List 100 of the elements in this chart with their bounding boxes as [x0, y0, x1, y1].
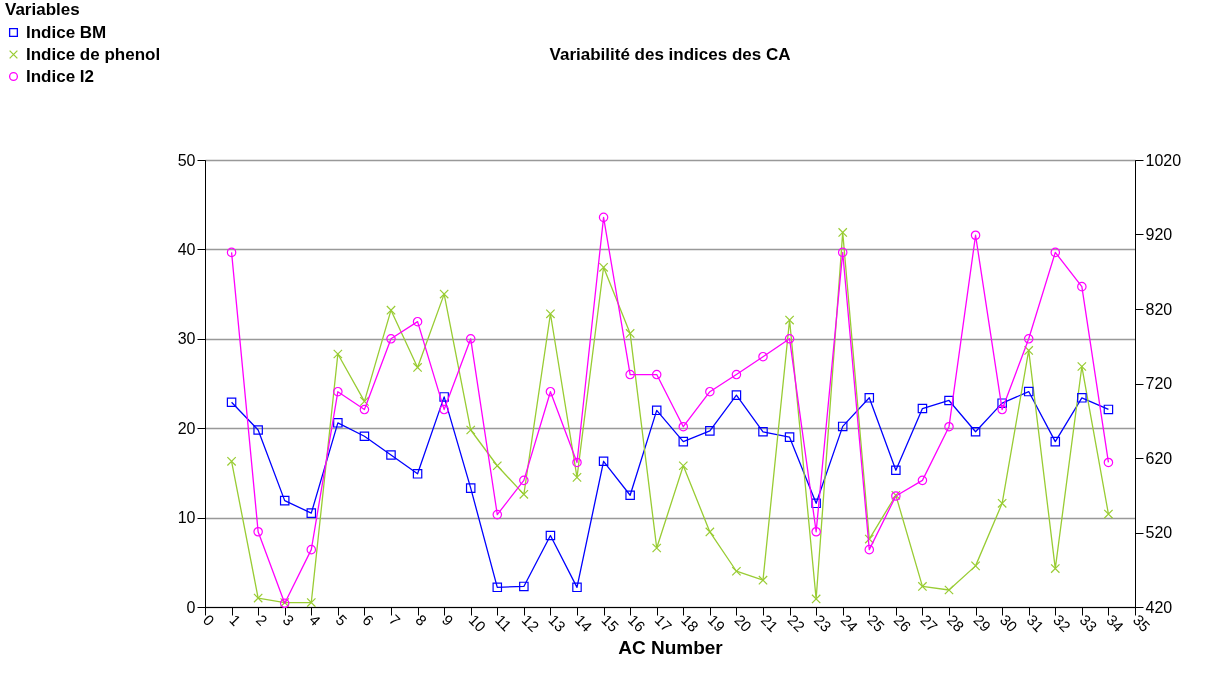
- point: [545, 530, 556, 541]
- point: [572, 472, 582, 483]
- y2-tick-label: 920: [1145, 226, 1173, 243]
- x-tick-label: 30: [996, 611, 1021, 635]
- point: [705, 527, 715, 537]
- point: [333, 386, 343, 397]
- point: [386, 334, 396, 344]
- point: [758, 426, 768, 437]
- point: [412, 316, 423, 327]
- x-tick-label: 15: [598, 611, 623, 635]
- point: [598, 262, 609, 273]
- y2-tick-label: 420: [1145, 598, 1173, 616]
- point: [651, 543, 662, 553]
- x-tick-label: 11: [492, 611, 516, 635]
- point: [465, 483, 476, 493]
- y-tick-label: 20: [177, 419, 196, 437]
- point: [412, 362, 423, 373]
- point: [1023, 345, 1034, 356]
- x-tick-label: 20: [731, 611, 756, 635]
- x-tick-label: 9: [438, 611, 457, 630]
- point: [1077, 281, 1087, 292]
- point: [465, 425, 476, 435]
- point: [625, 490, 635, 501]
- x-tick-label: 4: [306, 611, 325, 630]
- point: [891, 465, 901, 475]
- point: [492, 582, 503, 593]
- x-tick-label: 14: [571, 611, 596, 635]
- point: [572, 457, 582, 468]
- point: [439, 392, 449, 402]
- x-tick-label: 3: [279, 611, 298, 630]
- x-tick-label: 10: [465, 611, 490, 635]
- point: [306, 597, 317, 608]
- legend-label: Indice BM: [26, 22, 107, 42]
- point: [678, 421, 689, 432]
- x-tick-label: 19: [704, 611, 729, 635]
- point: [811, 498, 821, 509]
- point: [1050, 247, 1061, 258]
- x-tick-label: 2: [252, 611, 271, 630]
- y-tick-label: 30: [177, 330, 196, 348]
- y2-tick-label: 520: [1145, 524, 1173, 541]
- point: [758, 351, 768, 362]
- point: [439, 404, 449, 415]
- point: [1103, 404, 1114, 415]
- point: [678, 460, 689, 471]
- point: [386, 305, 396, 315]
- point: [917, 403, 928, 414]
- point: [519, 581, 529, 592]
- point: [997, 398, 1007, 408]
- x-tick-label: 24: [837, 611, 862, 635]
- point: [944, 395, 954, 406]
- point: [731, 390, 742, 400]
- point: [1050, 436, 1061, 447]
- point: [784, 334, 795, 344]
- y-tick-label: 0: [186, 598, 196, 616]
- x-tick-label: 13: [545, 611, 570, 635]
- point: [1050, 563, 1061, 574]
- point: [864, 544, 875, 555]
- point: [412, 469, 423, 479]
- point: [519, 489, 529, 500]
- point: [784, 315, 795, 325]
- point: [572, 582, 582, 593]
- point: [837, 247, 848, 258]
- point: [598, 456, 609, 467]
- point: [226, 456, 237, 467]
- point: [970, 561, 981, 571]
- x-tick-label: 0: [199, 611, 218, 630]
- point: [784, 432, 795, 442]
- point: [997, 404, 1007, 415]
- point: [545, 308, 556, 319]
- point: [917, 475, 928, 486]
- x-axis-title: AC Number: [618, 636, 724, 658]
- x-tick-label: 23: [810, 611, 835, 635]
- point: [306, 544, 317, 555]
- x-tick-label: 18: [678, 611, 702, 635]
- y-tick-label: 10: [177, 509, 196, 527]
- point: [598, 212, 609, 223]
- x-tick-label: 21: [757, 611, 782, 635]
- x-tick-label: 25: [864, 611, 888, 635]
- x-tick-label: 22: [784, 611, 809, 635]
- x-tick-label: 7: [385, 611, 404, 630]
- point: [359, 431, 370, 442]
- x-tick-label: 17: [651, 611, 676, 635]
- y-tick-label: 40: [177, 240, 196, 258]
- point: [864, 534, 875, 544]
- x-tick-label: 12: [518, 611, 543, 635]
- x-tick-label: 33: [1076, 611, 1101, 635]
- legend-title: Variables: [5, 0, 80, 19]
- point: [439, 289, 449, 299]
- x-tick-label: 31: [1023, 611, 1048, 635]
- point: [625, 328, 635, 339]
- point: [386, 450, 396, 460]
- y2-tick-label: 720: [1145, 375, 1173, 392]
- point: [545, 386, 556, 397]
- point: [1077, 361, 1087, 372]
- point: [837, 421, 848, 432]
- point: [944, 585, 954, 595]
- x-tick-label: 16: [624, 611, 649, 635]
- point: [253, 425, 263, 435]
- point: [333, 349, 343, 359]
- point: [678, 436, 689, 447]
